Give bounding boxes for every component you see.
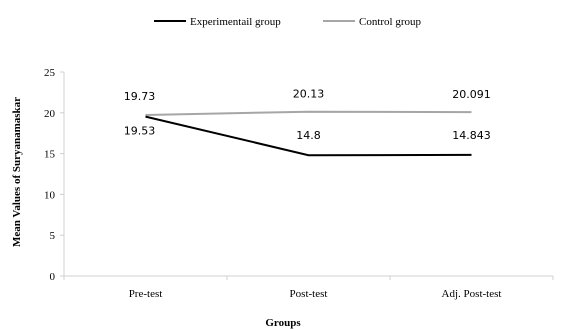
data-label-experimental: 14.8 bbox=[296, 129, 321, 142]
legend: Experimentail group Control group bbox=[154, 16, 422, 28]
y-tick-label: 15 bbox=[44, 149, 56, 161]
y-tick-label: 5 bbox=[50, 230, 56, 242]
y-tick-label: 25 bbox=[44, 67, 56, 79]
x-tick-label: Pre-test bbox=[129, 288, 163, 300]
data-label-control: 20.091 bbox=[452, 88, 491, 101]
y-tick-label: 10 bbox=[44, 189, 56, 201]
x-axis-ticks: Pre-test Post-test Adj. Post-test bbox=[63, 276, 554, 300]
series-line-experimental bbox=[145, 115, 472, 157]
y-axis-title: Mean Values of Suryanamaskar bbox=[11, 97, 23, 247]
y-axis-ticks: 0 5 10 15 20 25 bbox=[44, 67, 64, 283]
legend-label-experimental: Experimentail group bbox=[190, 16, 281, 28]
y-tick-label: 20 bbox=[44, 108, 56, 120]
data-label-experimental: 19.53 bbox=[124, 125, 156, 138]
series-group bbox=[145, 110, 472, 157]
series-line-control bbox=[145, 110, 472, 116]
data-label-control: 20.13 bbox=[293, 88, 325, 101]
legend-label-control: Control group bbox=[359, 16, 422, 28]
data-labels: 19.53 14.8 14.843 19.73 20.13 20.091 bbox=[124, 88, 491, 142]
data-label-control: 19.73 bbox=[124, 90, 156, 103]
x-tick-label: Adj. Post-test bbox=[442, 288, 502, 300]
x-tick-label: Post-test bbox=[290, 288, 328, 300]
x-axis-title: Groups bbox=[265, 317, 301, 329]
data-label-experimental: 14.843 bbox=[452, 129, 491, 142]
y-tick-label: 0 bbox=[50, 271, 56, 283]
